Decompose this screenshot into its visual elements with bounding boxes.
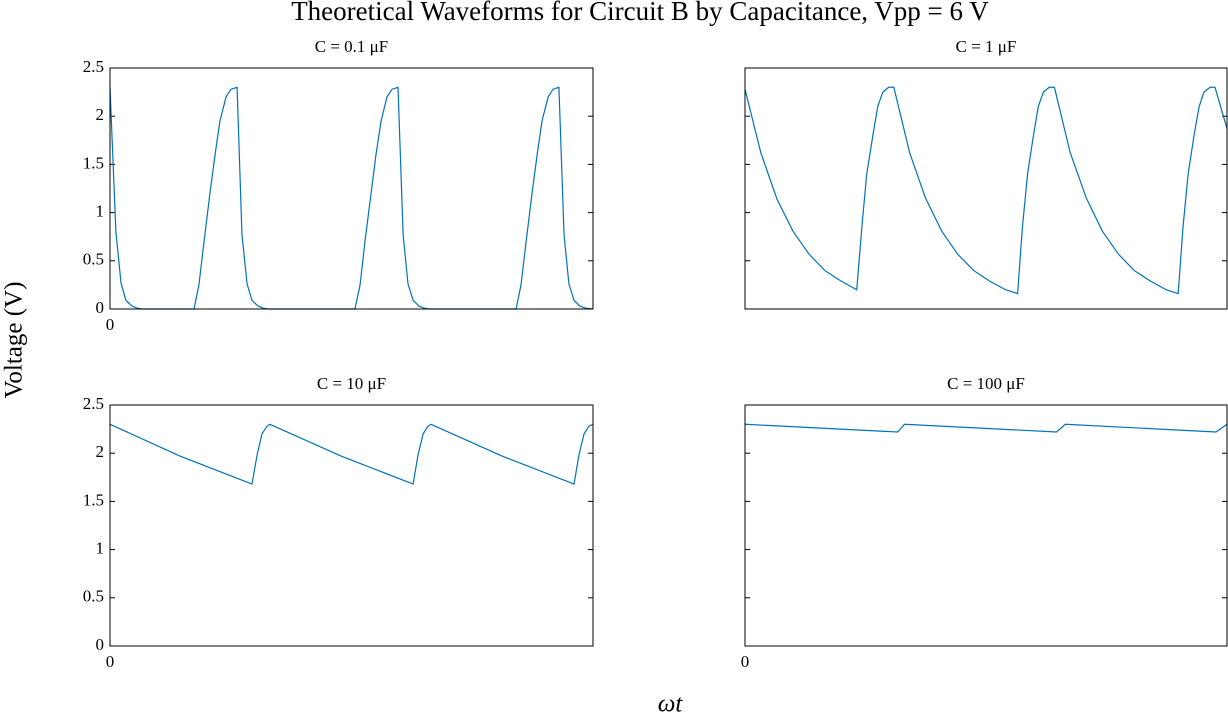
y-tick-label: 2.5 xyxy=(83,394,104,413)
data-line xyxy=(744,423,1228,433)
y-tick-label: 1 xyxy=(96,202,105,221)
y-tick-label: 0 xyxy=(96,635,105,654)
y-tick-label: 0.5 xyxy=(83,587,104,606)
y-tick-label: 2 xyxy=(96,105,105,124)
axes-box xyxy=(744,404,1228,647)
x-tick-label: 0 xyxy=(106,315,115,334)
y-tick-label: 1.5 xyxy=(83,490,104,509)
y-tick-label: 0 xyxy=(96,298,105,317)
axes-box xyxy=(109,67,594,310)
x-tick-label: 0 xyxy=(741,652,750,671)
axes-box xyxy=(109,404,594,647)
x-tick-label: 0 xyxy=(106,652,115,671)
subplot-title: C = 1 μF xyxy=(956,37,1017,56)
y-tick-label: 2 xyxy=(96,442,105,461)
subplot-title: C = 100 μF xyxy=(947,374,1025,393)
y-tick-label: 1 xyxy=(96,539,105,558)
x-axis-label: ωt xyxy=(658,691,684,716)
y-tick-label: 1.5 xyxy=(83,153,104,172)
data-line xyxy=(744,86,1228,295)
data-line xyxy=(109,86,594,310)
axes-box xyxy=(744,67,1228,310)
subplot-title: C = 0.1 μF xyxy=(315,37,389,56)
figure-title: Theoretical Waveforms for Circuit B by C… xyxy=(291,0,989,26)
y-axis-label: Voltage (V) xyxy=(1,282,28,399)
data-line xyxy=(109,423,594,485)
y-tick-label: 0.5 xyxy=(83,250,104,269)
y-tick-label: 2.5 xyxy=(83,57,104,76)
subplot-title: C = 10 μF xyxy=(317,374,386,393)
